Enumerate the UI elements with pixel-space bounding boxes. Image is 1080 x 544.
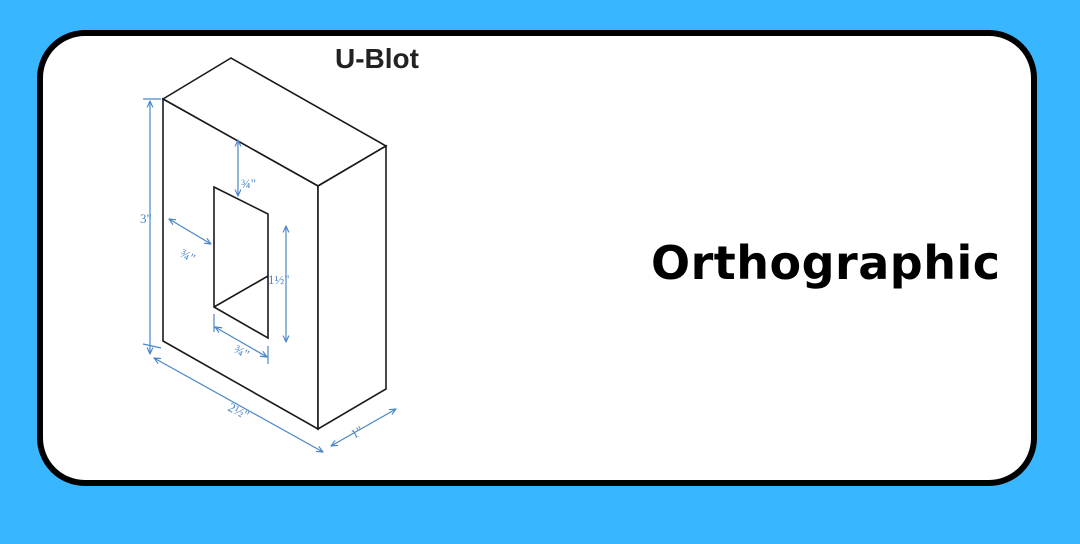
block-side-face	[317, 144, 387, 431]
dim-label-width: 2½"	[226, 399, 252, 422]
dim-label-top-gap: ¾"	[241, 176, 256, 191]
content-card: U-Blot	[37, 30, 1037, 486]
dimension-lines	[142, 98, 396, 452]
dim-label-height: 3"	[140, 211, 152, 226]
dim-label-opening-height: 1½"	[268, 272, 290, 287]
page-title: Orthographic	[651, 236, 1001, 290]
opening-inner-edge	[213, 275, 269, 308]
dim-label-depth: 1"	[348, 423, 366, 442]
dim-label-left-gap: ¾"	[178, 245, 198, 265]
isometric-drawing: U-Blot	[140, 43, 419, 486]
diagram-header-text: U-Blot	[335, 43, 419, 74]
block-outline	[161, 57, 388, 431]
dim-label-opening-width: ¾"	[232, 341, 252, 361]
